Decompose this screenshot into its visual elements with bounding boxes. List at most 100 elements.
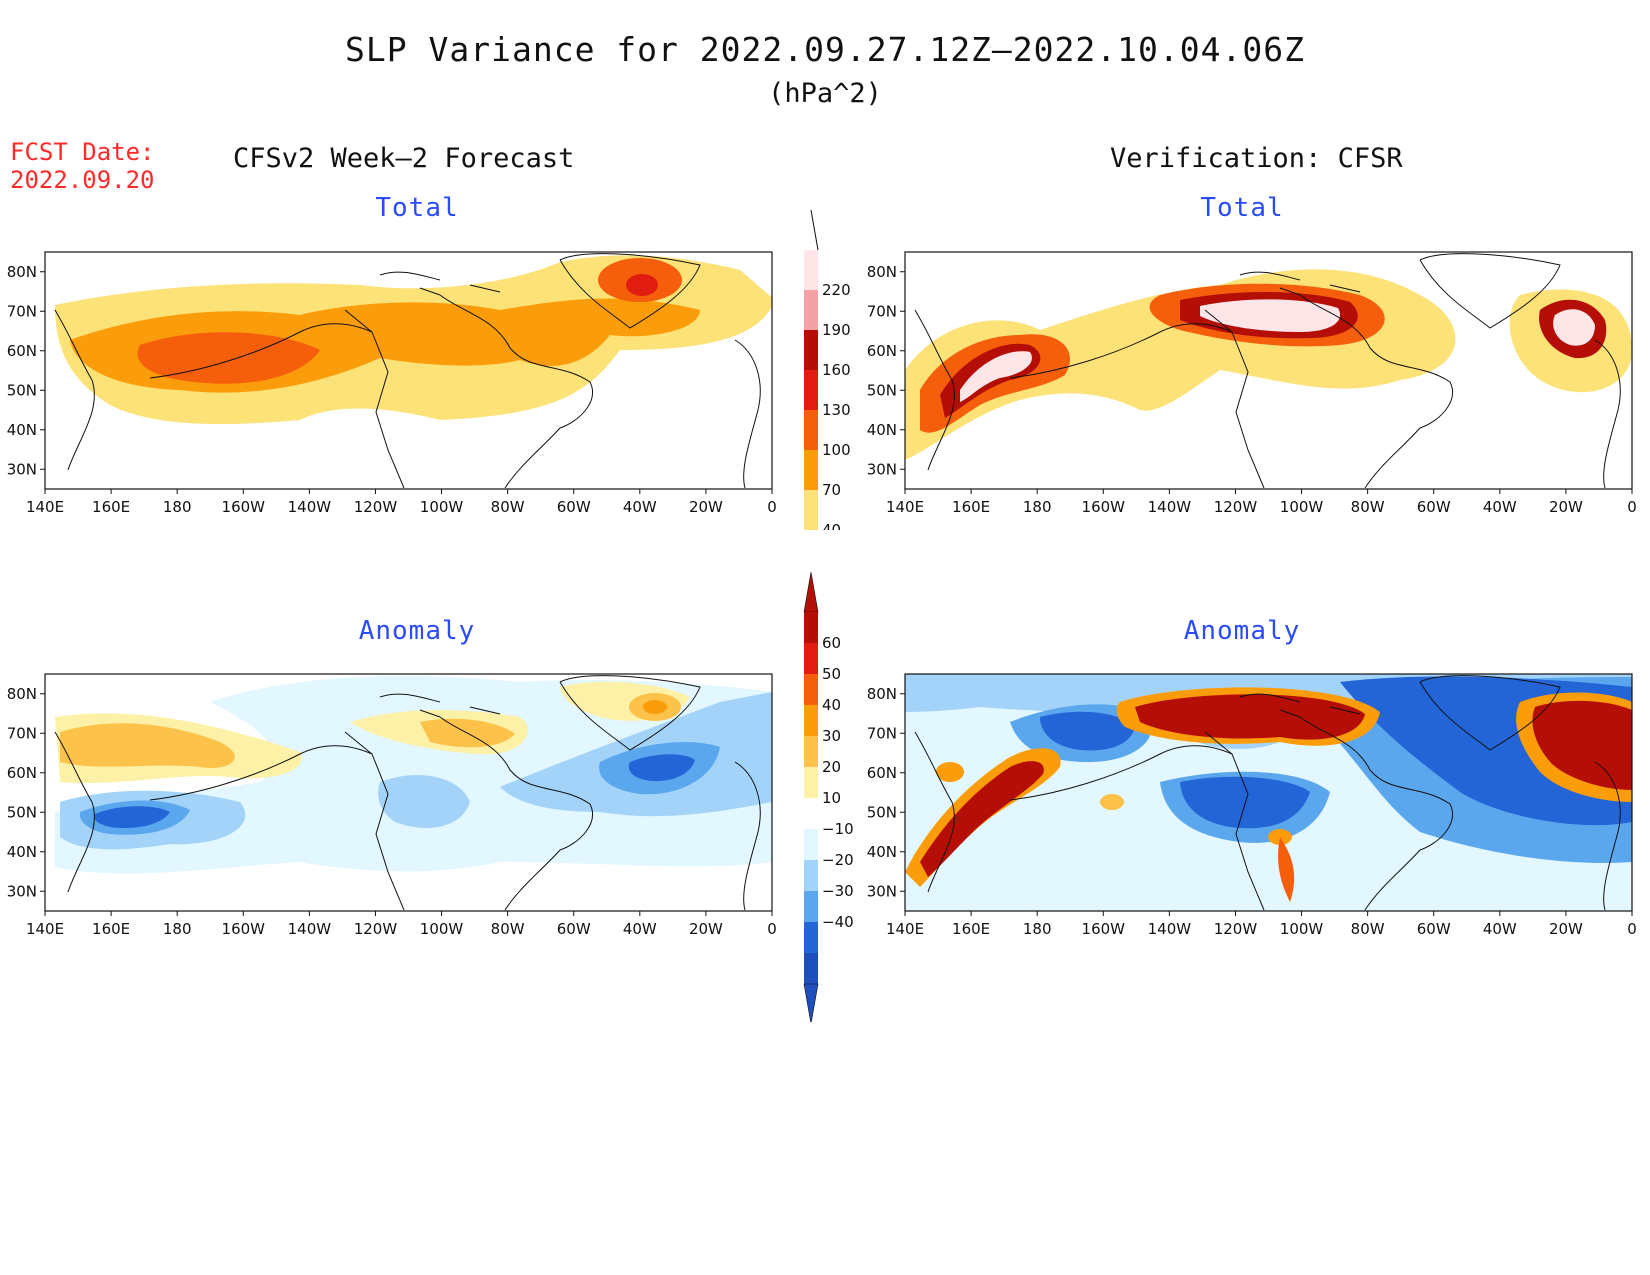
lon-tick-label: 60W <box>557 920 591 938</box>
right-column-header: Verification: CFSR <box>1110 143 1403 174</box>
coastlines <box>914 253 1621 489</box>
map-frame <box>904 251 1633 490</box>
lon-tick-label: 180 <box>1023 920 1052 938</box>
colorbar-label: 60 <box>822 634 841 652</box>
lat-tick-label: 70N <box>867 302 897 320</box>
colorbar-segment <box>804 250 818 290</box>
lat-tick-label: 30N <box>7 882 37 900</box>
colorbar-label: 10 <box>822 789 841 807</box>
lon-tick-label: 100W <box>420 498 464 516</box>
colorbar-label: 190 <box>822 321 851 339</box>
colorbar-label: 40 <box>822 696 841 714</box>
colorbar-label: 130 <box>822 401 851 419</box>
lon-tick-label: 100W <box>1280 920 1324 938</box>
lat-tick-label: 80N <box>7 685 37 703</box>
axis-ticks: 80N 70N 60N 50N 40N 30N 140E 160E 180 160W 140W 120… <box>867 263 1637 516</box>
map-panel-fcst-anomaly: 80N 70N 60N 50N 40N 30N 140E 160E 180 160W 140W 120… <box>7 673 777 938</box>
colorbar-segment <box>804 922 818 953</box>
colorbar-cap-top <box>810 210 819 251</box>
lon-tick-label: 160E <box>92 498 130 516</box>
lon-tick-label: 20W <box>689 920 723 938</box>
colorbar-segment <box>804 410 818 450</box>
lon-tick-label: 160E <box>952 920 990 938</box>
axis-ticks: 80N 70N 60N 50N 40N 30N 140E 160E 180 160W 140W 120… <box>867 685 1637 938</box>
lon-tick-label: 80W <box>491 920 525 938</box>
field-verif-anomaly <box>905 674 1632 911</box>
colorbar-anomaly: 60 50 40 30 20 10 −10 −20 −30 −40 <box>803 572 854 1022</box>
map-frame <box>44 673 773 912</box>
lon-tick-label: 160W <box>1082 920 1126 938</box>
colorbar-segment <box>804 736 818 767</box>
units-label: (hPa^2) <box>768 78 882 109</box>
map-panel-verif-anomaly: 80N 70N 60N 50N 40N 30N 140E 160E 180 160W 140W 120… <box>867 673 1637 938</box>
lon-tick-label: 0 <box>767 920 777 938</box>
lon-tick-label: 140E <box>26 498 64 516</box>
lon-tick-label: 140W <box>1148 920 1192 938</box>
lon-tick-label: 0 <box>1627 498 1637 516</box>
colorbar-segment <box>804 643 818 674</box>
lon-tick-label: 40W <box>623 920 657 938</box>
lat-tick-label: 50N <box>867 381 897 399</box>
colorbar-segment <box>804 674 818 705</box>
lon-tick-label: 80W <box>1351 498 1385 516</box>
colorbar-segment <box>804 767 818 798</box>
colorbar-label: 70 <box>822 481 841 499</box>
lat-tick-label: 30N <box>867 882 897 900</box>
lon-tick-label: 140E <box>886 498 924 516</box>
lon-tick-label: 140W <box>1148 498 1192 516</box>
lat-tick-label: 70N <box>867 724 897 742</box>
lat-tick-label: 50N <box>7 803 37 821</box>
lon-tick-label: 120W <box>1214 498 1258 516</box>
map-panel-fcst-total: 80N 70N 60N 50N 40N 30N 140E 160E 180 160W 140W 120… <box>7 251 777 516</box>
lat-tick-label: 30N <box>867 460 897 478</box>
axis-ticks: 80N 70N 60N 50N 40N 30N 140E 160E 180 160W 140W 120… <box>7 685 777 938</box>
colorbar-label: −40 <box>822 913 854 931</box>
axis-ticks: 80N 70N 60N 50N 40N 30N 140E 160E 180 160W 140W 120… <box>7 263 777 516</box>
coastlines <box>54 253 761 489</box>
lon-tick-label: 160W <box>222 498 266 516</box>
panel-title-fcst-total: Total <box>375 193 459 223</box>
colorbar-arrow-top <box>803 572 819 613</box>
lat-tick-label: 40N <box>7 421 37 439</box>
lat-tick-label: 70N <box>7 724 37 742</box>
colorbar-label: 100 <box>822 441 851 459</box>
lon-tick-label: 120W <box>1214 920 1258 938</box>
lat-tick-label: 50N <box>7 381 37 399</box>
lon-tick-label: 20W <box>1549 498 1583 516</box>
colorbar-segment <box>804 450 818 490</box>
forecast-date-value: 2022.09.20 <box>10 166 155 194</box>
lat-tick-label: 40N <box>867 421 897 439</box>
lon-tick-label: 20W <box>689 498 723 516</box>
colorbar-label: −20 <box>822 851 854 869</box>
map-panel-verif-total: 80N 70N 60N 50N 40N 30N 140E 160E 180 160W 140W 120… <box>867 251 1637 516</box>
lon-tick-label: 0 <box>1627 920 1637 938</box>
colorbar-label: 40 <box>822 521 841 530</box>
colorbar-segment <box>804 612 818 643</box>
colorbar-arrow-bottom <box>803 983 819 1022</box>
lon-tick-label: 160W <box>222 920 266 938</box>
colorbar-label: 20 <box>822 758 841 776</box>
colorbar-segment <box>804 290 818 330</box>
lon-tick-label: 80W <box>1351 920 1385 938</box>
lat-tick-label: 80N <box>7 263 37 281</box>
lon-tick-label: 100W <box>1280 498 1324 516</box>
lon-tick-label: 80W <box>491 498 525 516</box>
coastlines <box>914 675 1621 911</box>
lon-tick-label: 40W <box>1483 498 1517 516</box>
colorbar-segment <box>804 953 818 984</box>
lon-tick-label: 180 <box>1023 498 1052 516</box>
lat-tick-label: 60N <box>867 342 897 360</box>
colorbar-total: 220 190 160 130 100 70 40 <box>804 210 851 530</box>
colorbar-segment <box>804 705 818 736</box>
colorbar-segment <box>804 891 818 922</box>
colorbar-label: 30 <box>822 727 841 745</box>
panel-title-fcst-anomaly: Anomaly <box>358 616 476 646</box>
lon-tick-label: 140E <box>26 920 64 938</box>
panel-title-verif-total: Total <box>1200 193 1284 223</box>
colorbar-segment <box>804 798 818 829</box>
lat-tick-label: 80N <box>867 263 897 281</box>
lat-tick-label: 70N <box>7 302 37 320</box>
lon-tick-label: 100W <box>420 920 464 938</box>
figure-title: SLP Variance for 2022.09.27.12Z—2022.10.… <box>345 30 1305 69</box>
lat-tick-label: 30N <box>7 460 37 478</box>
